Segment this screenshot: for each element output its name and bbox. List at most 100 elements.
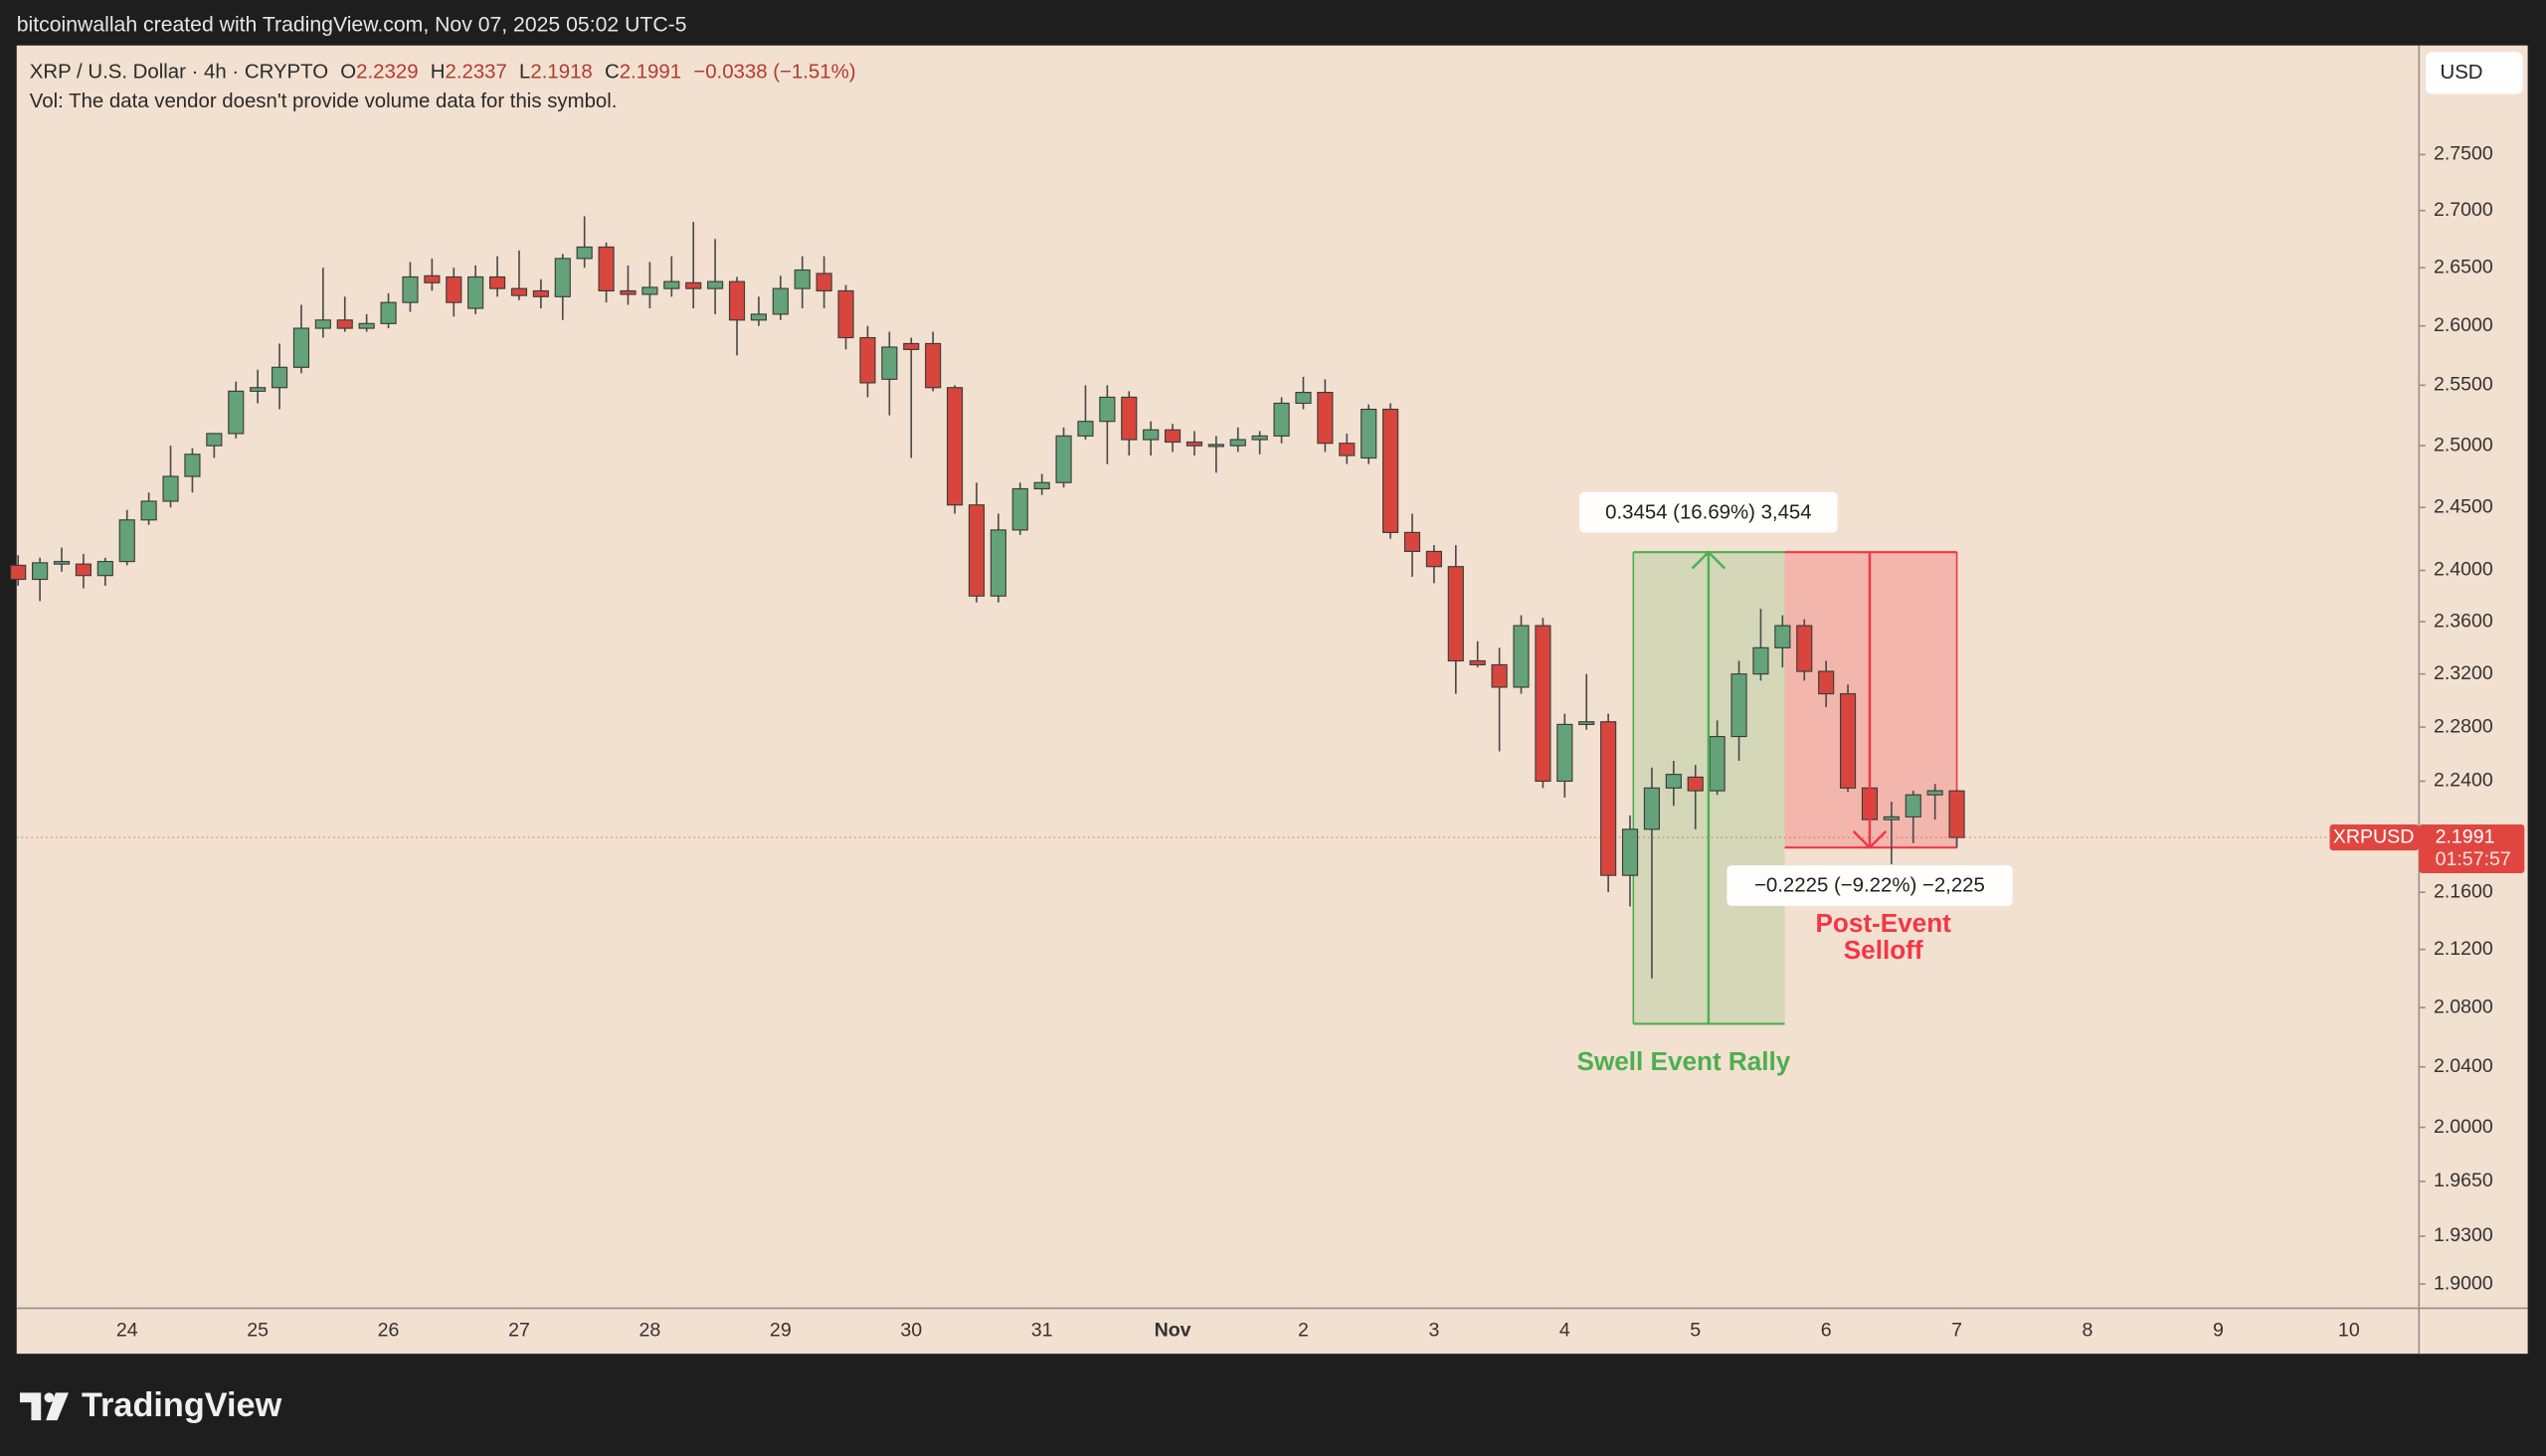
y-tick-label: 2.7000	[2434, 199, 2493, 221]
y-tick-label: 2.4500	[2434, 495, 2493, 517]
candle-body	[162, 475, 179, 502]
candle-body	[532, 289, 549, 297]
y-tick-label: 2.6500	[2434, 256, 2493, 277]
candle-body	[794, 269, 811, 289]
candle-body	[424, 274, 441, 283]
candle-body	[1709, 735, 1726, 792]
candle-body	[1055, 435, 1072, 483]
candle-body	[576, 246, 593, 260]
candle-body	[1164, 429, 1182, 444]
candle-body	[1643, 787, 1661, 830]
candle-body	[1143, 429, 1160, 441]
x-tick-label: 25	[247, 1319, 269, 1341]
candle-body	[816, 273, 832, 292]
candle-body	[641, 286, 658, 295]
annotation: Post-Event	[1815, 908, 1951, 938]
countdown: 01:57:57	[2436, 848, 2511, 870]
candle-body	[206, 433, 223, 447]
candle-body	[728, 280, 746, 321]
legend-change: −0.0338 (−1.51%)	[693, 62, 855, 84]
candle-body	[1948, 790, 1965, 838]
candle-body	[837, 289, 854, 339]
y-tick-label: 2.0000	[2434, 1116, 2493, 1138]
candle-body	[1251, 435, 1268, 441]
y-tick-label: 2.3600	[2434, 610, 2493, 632]
candle-body	[1403, 531, 1421, 552]
candle-body	[140, 500, 157, 521]
candle-body	[467, 275, 484, 309]
x-tick-label: 26	[378, 1319, 400, 1341]
logo-mark	[46, 1392, 69, 1421]
candle-body	[1317, 392, 1334, 445]
candle-body	[685, 281, 702, 289]
candle-body	[859, 336, 876, 384]
candle-body	[1229, 439, 1246, 447]
candle-body	[903, 342, 920, 350]
candle-body	[598, 246, 615, 292]
x-tick-label: 4	[1559, 1319, 1570, 1341]
candle-body	[380, 301, 397, 324]
candle-body	[1121, 396, 1138, 441]
legend-key: C	[605, 62, 620, 84]
candle-body	[1513, 625, 1530, 688]
candle-body	[32, 562, 49, 581]
candle-body	[1491, 663, 1508, 688]
candle-body	[75, 563, 92, 577]
brand-logo	[20, 1392, 69, 1421]
candle-body	[358, 322, 375, 329]
legend-low: 2.1918	[530, 62, 592, 84]
price-tag	[2419, 824, 2525, 873]
candle-body	[663, 280, 680, 289]
candle-body	[1839, 693, 1857, 789]
candle-body	[1447, 566, 1464, 662]
x-tick-label: 3	[1428, 1319, 1439, 1341]
candle-body	[1033, 481, 1050, 490]
candle-body	[620, 289, 636, 295]
candle-body	[10, 564, 27, 581]
candle-body	[1905, 794, 1921, 818]
candle-body	[1600, 721, 1617, 876]
candle-body	[1818, 670, 1835, 695]
x-tick-label: 2	[1298, 1319, 1309, 1341]
annotation: Swell Event Rally	[1577, 1046, 1791, 1076]
measure-label-box	[1579, 491, 1838, 533]
x-tick-label: 29	[770, 1319, 792, 1341]
legend-key: L	[519, 62, 530, 84]
candle-body	[1011, 487, 1028, 531]
candle-body	[1469, 659, 1486, 666]
candle-body	[1207, 444, 1224, 448]
price-tag-label: 2.1991	[2436, 825, 2495, 847]
x-tick-label: 9	[2213, 1319, 2224, 1341]
candle-body	[228, 390, 245, 435]
arrow-head	[1852, 829, 1888, 849]
x-tick-label: 30	[900, 1319, 922, 1341]
logo-mark	[20, 1392, 42, 1421]
candle-body	[292, 327, 310, 368]
y-tick-label: 2.5000	[2434, 434, 2493, 455]
credit: bitcoinwallah created with TradingView.c…	[17, 14, 687, 37]
volume-note: Vol: The data vendor doesn't provide vol…	[30, 91, 618, 112]
candle-body	[968, 504, 986, 597]
y-tick-label: 2.1600	[2434, 880, 2493, 902]
candle-body	[946, 387, 964, 506]
candle-body	[554, 258, 571, 297]
measure-label-box	[1727, 865, 2013, 906]
y-tick-label: 2.6000	[2434, 314, 2493, 336]
legend: XRP / U.S. Dollar · 4h · CRYPTO O2.2329 …	[30, 62, 856, 84]
candle-body	[1752, 646, 1769, 675]
x-tick-label: 10	[2338, 1319, 2360, 1341]
currency-button[interactable]	[2425, 52, 2523, 94]
candle-body	[489, 275, 506, 289]
candle-body	[1578, 721, 1595, 725]
candle-body	[1665, 774, 1682, 789]
candle-body	[314, 319, 331, 329]
x-tick-label: 6	[1821, 1319, 1832, 1341]
candle-body	[336, 319, 353, 329]
y-tick-label: 2.2800	[2434, 715, 2493, 737]
candle-body	[1621, 828, 1639, 876]
candle-body	[772, 287, 789, 315]
arrow-head	[1691, 550, 1727, 570]
candle-body	[1339, 443, 1356, 456]
x-tick-label: 24	[116, 1319, 138, 1341]
legend-key: O	[340, 62, 356, 84]
